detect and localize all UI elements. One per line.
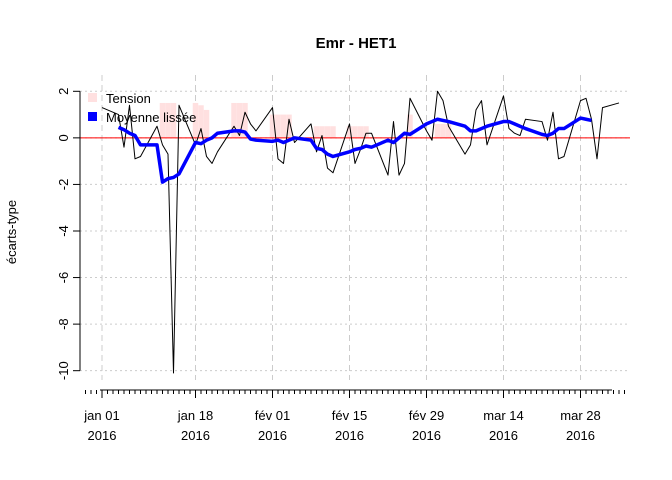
tension-bar bbox=[165, 102, 171, 138]
x-tick-label: fév 15 bbox=[332, 408, 367, 423]
plot-area bbox=[80, 75, 630, 380]
x-tick-label: fév 01 bbox=[255, 408, 290, 423]
x-tick-label: 2016 bbox=[88, 428, 117, 443]
legend-swatch bbox=[88, 112, 97, 121]
y-tick-label: -4 bbox=[56, 225, 71, 237]
y-tick-label: -8 bbox=[56, 318, 71, 330]
tension-bar bbox=[324, 126, 331, 138]
x-tick-label: 2016 bbox=[489, 428, 518, 443]
tension-bar bbox=[313, 126, 320, 138]
tension-bar bbox=[319, 126, 325, 138]
tension-bar bbox=[236, 102, 243, 138]
y-tick-label: -2 bbox=[56, 179, 71, 191]
tension-bar bbox=[275, 114, 281, 138]
tension-bar bbox=[203, 109, 210, 138]
x-tick-label: jan 01 bbox=[83, 408, 119, 423]
tension-bar bbox=[407, 114, 413, 138]
series-line bbox=[117, 116, 592, 184]
tension-bar bbox=[445, 123, 452, 138]
tension-bar bbox=[198, 105, 204, 138]
x-tick-label: mar 14 bbox=[483, 408, 523, 423]
x-tick-label: 2016 bbox=[335, 428, 364, 443]
tension-bar bbox=[159, 102, 166, 138]
tension-bar bbox=[170, 102, 177, 138]
tension-bar bbox=[330, 126, 336, 138]
tension-bar bbox=[440, 123, 446, 138]
legend-swatch bbox=[88, 93, 97, 102]
tension-bar bbox=[192, 102, 199, 138]
legend-label: Tension bbox=[106, 91, 151, 106]
tension-bar bbox=[363, 126, 369, 138]
y-tick-label: 0 bbox=[56, 134, 71, 141]
tension-bar bbox=[357, 126, 364, 138]
x-tick-label: fév 29 bbox=[409, 408, 444, 423]
x-tick-label: jan 18 bbox=[177, 408, 213, 423]
x-minor-ticks bbox=[85, 390, 625, 394]
x-tick-label: 2016 bbox=[566, 428, 595, 443]
tension-bar bbox=[434, 123, 441, 138]
chart-title: Emr - HET1 bbox=[316, 35, 397, 52]
tension-bar bbox=[286, 114, 292, 138]
tension-bar bbox=[280, 114, 287, 138]
x-tick-label: 2016 bbox=[181, 428, 210, 443]
tension-bar bbox=[231, 102, 237, 138]
x-tick-label: mar 28 bbox=[560, 408, 600, 423]
y-tick-label: -10 bbox=[56, 361, 71, 380]
tension-bar bbox=[242, 102, 248, 138]
x-tick-label: 2016 bbox=[412, 428, 441, 443]
x-tick-label: 2016 bbox=[258, 428, 287, 443]
legend-label: Moyenne lissée bbox=[106, 110, 196, 125]
y-tick-label: -6 bbox=[56, 272, 71, 284]
y-tick-label: 2 bbox=[56, 88, 71, 95]
tension-bar bbox=[269, 114, 276, 138]
y-axis-label: écarts-type bbox=[4, 200, 19, 264]
tension-bar bbox=[346, 126, 353, 138]
tension-bar bbox=[352, 126, 358, 138]
